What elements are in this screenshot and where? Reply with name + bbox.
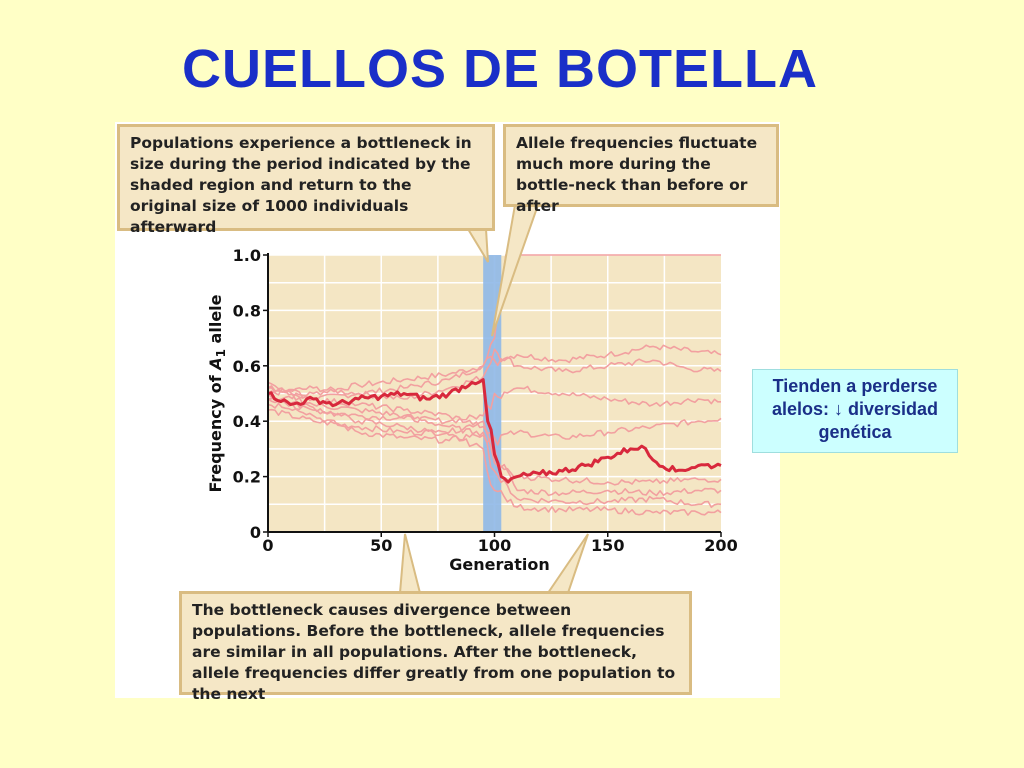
- y-tick-label: 0: [250, 523, 261, 542]
- axes: 0 50 100 150 200 0 0.2 0.4 0.6 0.8 1.0: [233, 246, 738, 555]
- series-line: [267, 408, 722, 446]
- series-line: [267, 385, 721, 425]
- callout-bottleneck-period: Populations experience a bottleneck in s…: [117, 124, 495, 236]
- callout-pointers: [398, 204, 589, 594]
- callout-pointer: [546, 533, 589, 594]
- y-tick-label: 0.8: [233, 301, 261, 320]
- y-tick-label: 0.4: [233, 412, 261, 431]
- x-tick-label: 0: [262, 536, 273, 555]
- series-line: [267, 398, 722, 516]
- x-tick-label: 100: [478, 536, 511, 555]
- series-line: [267, 348, 722, 400]
- y-tick-label: 0.6: [233, 357, 261, 376]
- y-tick-label: 1.0: [233, 246, 261, 265]
- y-axis-title: Frequency of A1 allele: [206, 294, 228, 492]
- x-axis-title: Generation: [449, 555, 549, 574]
- callout-fluctuation: Allele frequencies fluctuate much more d…: [503, 124, 779, 215]
- slide-title: CUELLOS DE BOTELLA: [182, 39, 818, 99]
- series-line: [267, 344, 722, 402]
- x-tick-label: 50: [370, 536, 392, 555]
- side-note-diversity: Tienden a perderse alelos: ↓ diversidad …: [752, 369, 958, 453]
- callout-divergence: The bottleneck causes divergence between…: [179, 591, 692, 703]
- series-line: [267, 387, 722, 509]
- x-tick-label: 150: [591, 536, 624, 555]
- x-tick-label: 200: [704, 536, 737, 555]
- callout-pointer: [398, 533, 422, 594]
- series-layer: [267, 254, 722, 516]
- y-tick-label: 0.2: [233, 468, 261, 487]
- series-line: [267, 381, 722, 486]
- series-line-highlighted: [267, 378, 722, 484]
